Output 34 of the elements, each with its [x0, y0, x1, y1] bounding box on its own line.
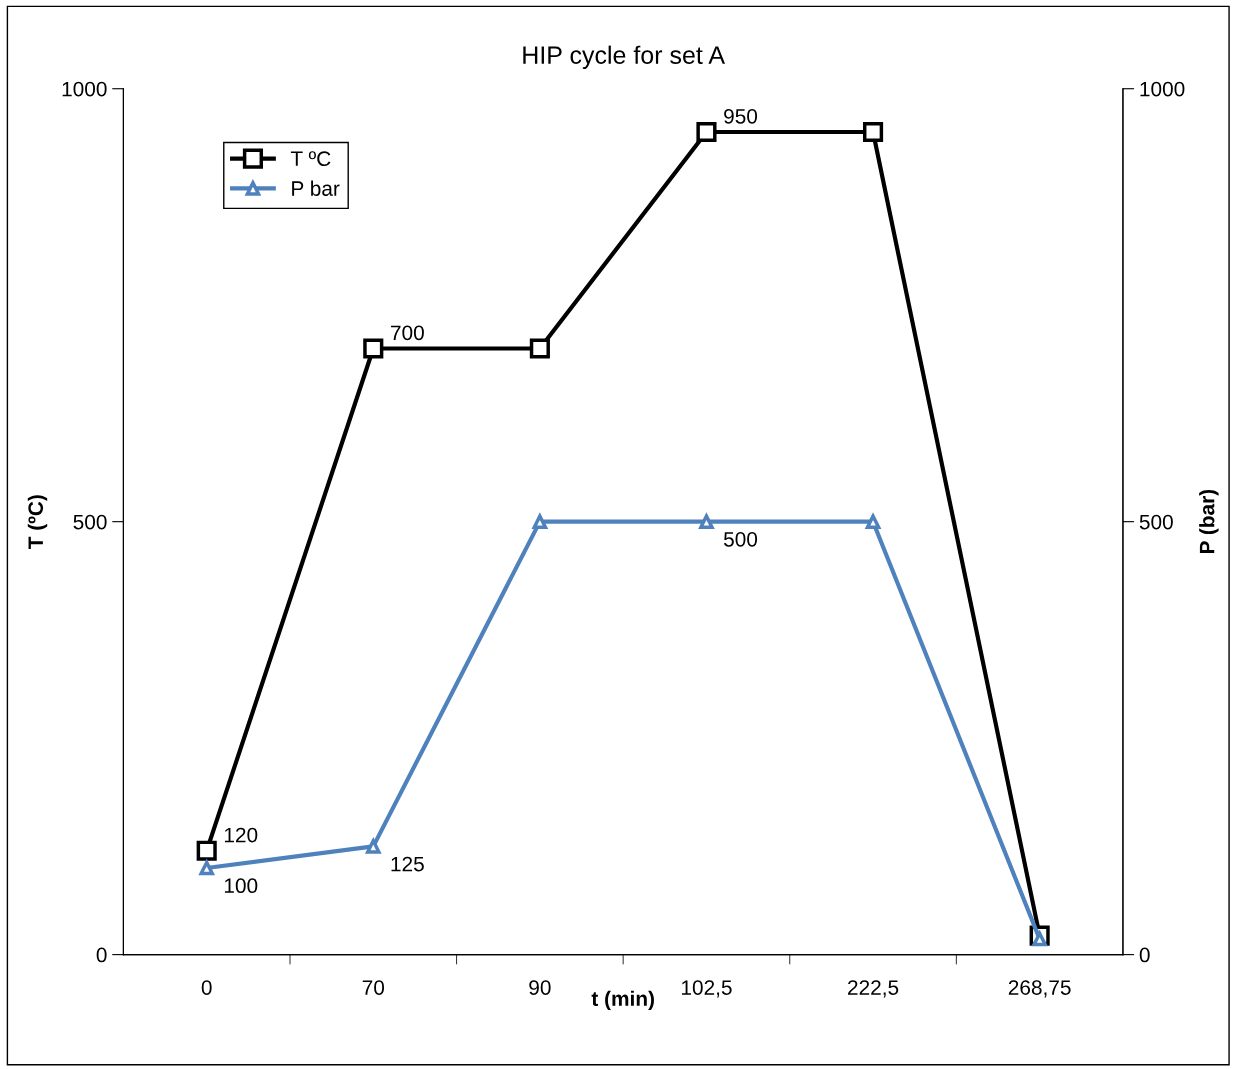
data-label: 500 — [723, 531, 758, 547]
chart-title: HIP cycle for set A — [523, 45, 726, 69]
x-tick-label: 70 — [362, 980, 385, 995]
data-label: 120 — [224, 827, 258, 843]
y-axis-title: T (ºC) — [27, 495, 48, 549]
y-tick-label: 500 — [73, 514, 107, 530]
point — [862, 121, 884, 143]
data-label: 100 — [224, 878, 258, 894]
point — [365, 839, 381, 854]
point — [198, 858, 215, 876]
y-tick-label: 0 — [96, 947, 107, 963]
point — [196, 840, 217, 861]
data-label: 125 — [391, 856, 424, 872]
y2-tick-label: 0 — [1139, 947, 1150, 963]
point — [699, 514, 714, 529]
point — [532, 514, 548, 529]
x-tick-label: 102,5 — [681, 980, 732, 998]
x-tick-label: 90 — [529, 980, 551, 995]
y2-axis-title: P (bar) — [1199, 489, 1219, 554]
point — [363, 338, 384, 359]
y-tick-label: 1000 — [62, 81, 107, 97]
x-tick-label: 268,75 — [1008, 980, 1071, 998]
x-tick-label: 222,5 — [848, 980, 899, 998]
x-axis-title: t (min) — [591, 990, 654, 1011]
legend-label: P bar — [292, 180, 340, 196]
point — [529, 338, 550, 359]
x-tick-label: 0 — [201, 980, 212, 995]
data-label: 700 — [391, 325, 424, 341]
y2-tick-label: 500 — [1139, 514, 1173, 530]
data-label: 950 — [724, 108, 758, 124]
y2-tick-label: 1000 — [1140, 81, 1185, 97]
legend-label: T ºC — [290, 151, 331, 167]
point — [865, 514, 881, 529]
point — [696, 121, 717, 143]
